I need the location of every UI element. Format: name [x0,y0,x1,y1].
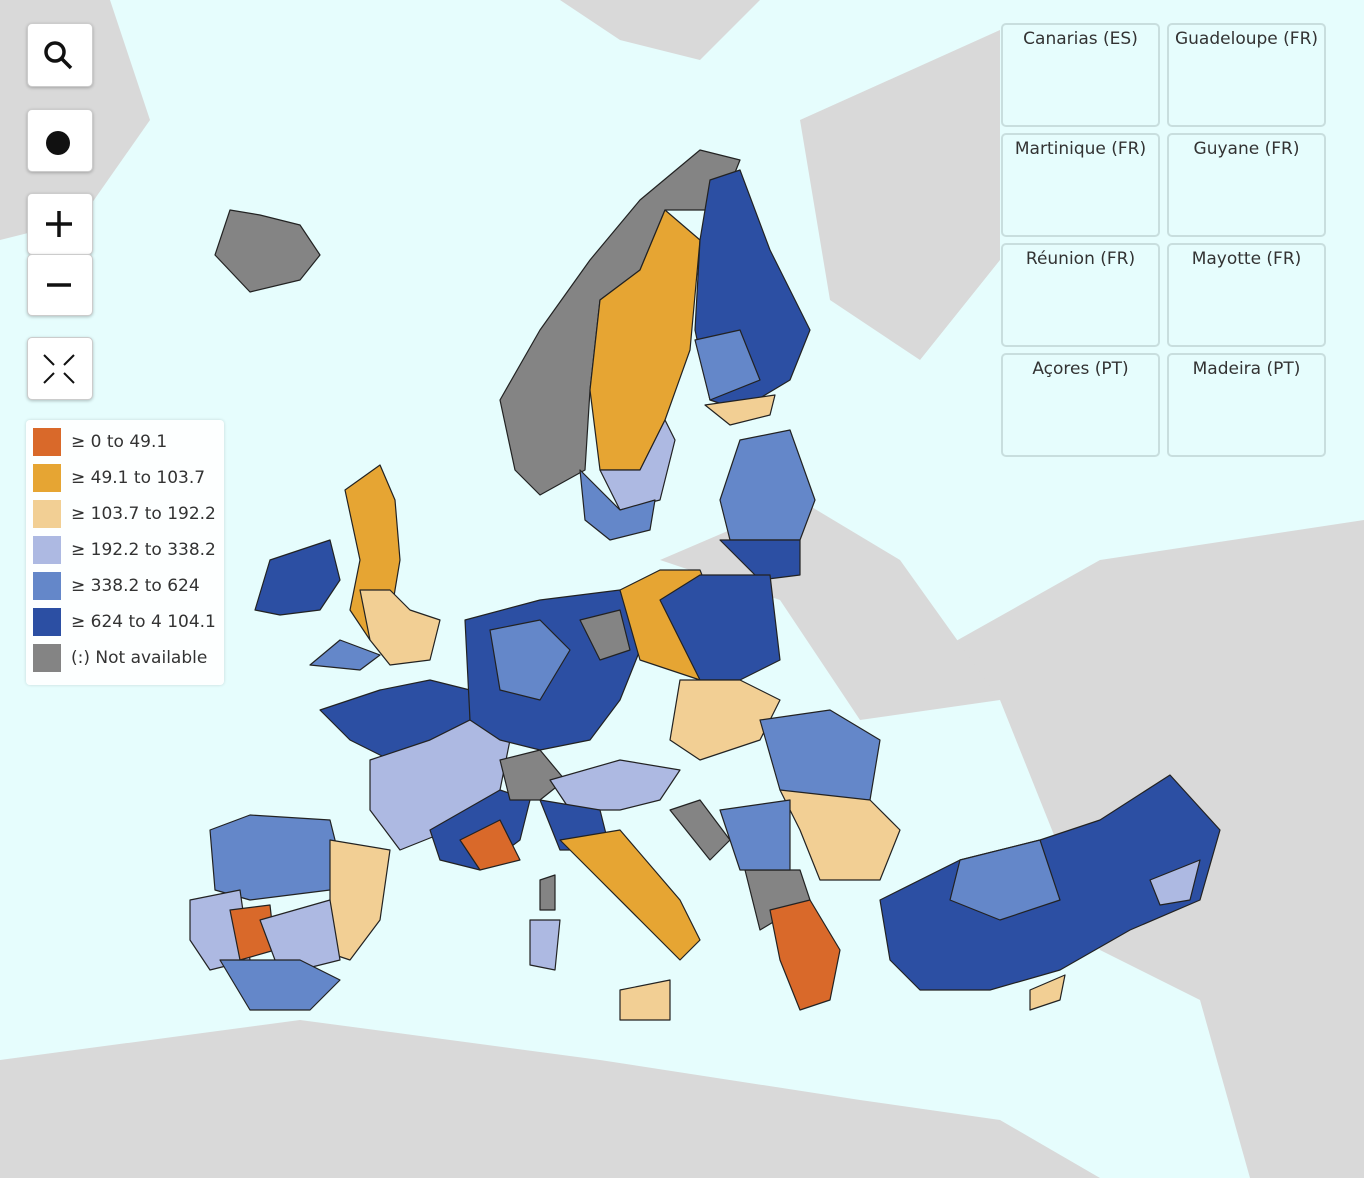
legend-swatch [33,572,61,600]
region [549,759,681,811]
zoom-in-button[interactable] [27,193,93,255]
globe-button[interactable] [27,109,93,172]
region [489,619,571,701]
legend-item: ≥ 624 to 4 104.1 [33,608,216,636]
region [529,919,561,971]
fit-button[interactable] [27,337,93,400]
region [209,814,341,901]
region [719,429,816,541]
legend-swatch [33,536,61,564]
region [219,959,341,1011]
inset-map: Canarias (ES) [1001,23,1160,127]
inset-label: Réunion (FR) [1025,249,1136,269]
region [704,394,776,426]
inset-label: Canarias (ES) [1023,29,1138,49]
region [359,589,441,666]
region [579,469,656,541]
legend-label: (:) Not available [71,648,208,668]
legend: ≥ 0 to 49.1 ≥ 49.1 to 103.7 ≥ 103.7 to 192… [26,420,224,685]
inset-label: Mayotte (FR) [1191,249,1302,269]
legend-label: ≥ 0 to 49.1 [71,432,168,452]
region [1149,859,1201,906]
legend-item: (:) Not available [33,644,207,672]
region [779,789,901,881]
legend-label: ≥ 192.2 to 338.2 [71,540,216,560]
inset-label: Guyane (FR) [1193,139,1300,159]
region [669,679,781,761]
zoom-out-button[interactable] [27,254,93,316]
region [694,329,761,401]
region [579,609,631,661]
legend-swatch [33,608,61,636]
region [459,819,521,871]
legend-label: ≥ 49.1 to 103.7 [71,468,206,488]
region [214,209,321,293]
legend-swatch [33,644,61,672]
legend-item: ≥ 103.7 to 192.2 [33,500,216,528]
region [1029,974,1066,1011]
inset-map: Martinique (FR) [1001,133,1160,237]
legend-swatch [33,464,61,492]
inset-label: Madeira (PT) [1192,359,1301,379]
legend-item: ≥ 0 to 49.1 [33,428,167,456]
region [759,709,881,801]
region [619,979,671,1021]
region [539,874,556,911]
inset-map: Madeira (PT) [1167,353,1326,457]
legend-item: ≥ 192.2 to 338.2 [33,536,216,564]
inset-map: Réunion (FR) [1001,243,1160,347]
legend-label: ≥ 103.7 to 192.2 [71,504,216,524]
inset-label: Guadeloupe (FR) [1174,29,1319,49]
region [259,899,341,971]
legend-swatch [33,428,61,456]
regions [189,149,1221,1021]
inset-label: Açores (PT) [1032,359,1129,379]
region [719,799,791,871]
inset-map: Guyane (FR) [1167,133,1326,237]
region [254,539,341,616]
region [309,639,381,671]
inset-map: Açores (PT) [1001,353,1160,457]
search-button[interactable] [27,23,93,87]
legend-swatch [33,500,61,528]
region [949,839,1061,921]
region [559,829,701,961]
legend-item: ≥ 49.1 to 103.7 [33,464,205,492]
legend-item: ≥ 338.2 to 624 [33,572,200,600]
legend-label: ≥ 338.2 to 624 [71,576,200,596]
region [719,539,801,581]
region [769,899,841,1011]
inset-label: Martinique (FR) [1014,139,1147,159]
inset-map: Mayotte (FR) [1167,243,1326,347]
region [499,749,566,801]
region [669,799,731,861]
inset-map: Guadeloupe (FR) [1167,23,1326,127]
legend-label: ≥ 624 to 4 104.1 [71,612,216,632]
